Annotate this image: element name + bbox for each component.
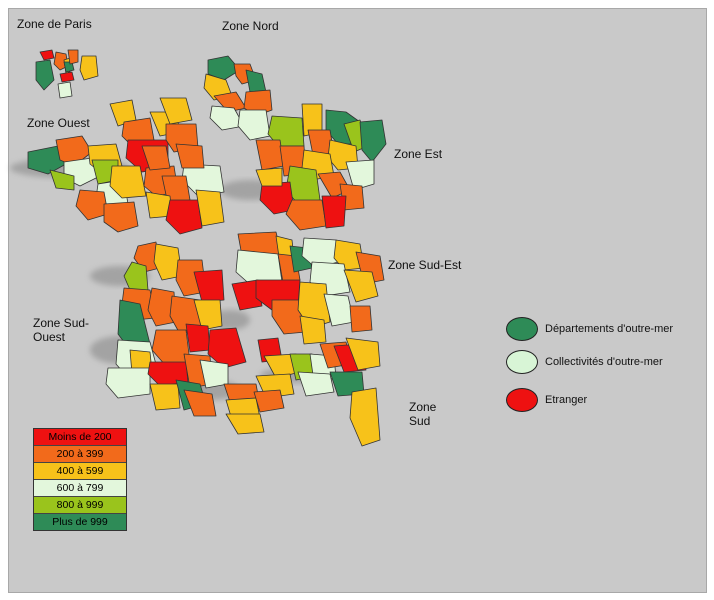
department-region bbox=[321, 195, 347, 229]
department-region bbox=[149, 383, 181, 411]
scale-row-5: Plus de 999 bbox=[34, 514, 126, 530]
department-region bbox=[237, 109, 271, 141]
legend-label-com: Collectivités d'outre-mer bbox=[545, 356, 663, 368]
department-region bbox=[209, 105, 245, 131]
department-region bbox=[245, 69, 267, 93]
department-region bbox=[109, 165, 147, 199]
scale-row-3: 600 à 799 bbox=[34, 480, 126, 497]
department-region bbox=[49, 169, 75, 191]
department-region bbox=[151, 329, 191, 367]
department-region bbox=[79, 55, 99, 81]
legend-label-etranger: Etranger bbox=[545, 394, 588, 406]
legend-swatch-etranger bbox=[506, 388, 538, 412]
legend-label-dom: Départements d'outre-mer bbox=[545, 323, 674, 335]
scale-row-0: Moins de 200 bbox=[34, 429, 126, 446]
department-region bbox=[345, 337, 381, 371]
department-region bbox=[67, 49, 79, 65]
department-region bbox=[231, 279, 263, 311]
department-region bbox=[27, 145, 67, 175]
department-region bbox=[195, 189, 225, 227]
scale-row-1: 200 à 399 bbox=[34, 446, 126, 463]
legend-swatch-dom bbox=[506, 317, 538, 341]
department-region bbox=[75, 189, 109, 221]
department-region bbox=[297, 371, 335, 397]
department-region bbox=[359, 119, 387, 163]
department-region bbox=[193, 299, 223, 331]
color-scale-legend: Moins de 200 200 à 399 400 à 599 600 à 7… bbox=[33, 428, 127, 531]
department-region bbox=[333, 239, 365, 271]
department-region bbox=[271, 299, 307, 335]
department-region bbox=[59, 71, 75, 83]
department-region bbox=[39, 49, 55, 61]
zone-label-sud: Zone Sud bbox=[409, 400, 437, 428]
department-region bbox=[153, 243, 183, 281]
zone-label-sud-est: Zone Sud-Est bbox=[388, 258, 462, 272]
department-region bbox=[105, 367, 151, 399]
department-region bbox=[183, 389, 217, 417]
department-region bbox=[285, 199, 327, 231]
zone-label-nord: Zone Nord bbox=[222, 19, 279, 33]
department-region bbox=[159, 97, 193, 125]
department-region bbox=[123, 261, 149, 291]
zone-label-est: Zone Est bbox=[394, 147, 443, 161]
department-region bbox=[207, 55, 241, 81]
department-region bbox=[193, 269, 225, 303]
zone-label-sud-ouest: Zone Sud- Ouest bbox=[33, 316, 90, 344]
department-region bbox=[175, 143, 205, 169]
department-region bbox=[207, 327, 247, 369]
department-region bbox=[349, 387, 381, 447]
department-region bbox=[299, 315, 327, 345]
department-region bbox=[35, 59, 55, 91]
scale-row-4: 800 à 999 bbox=[34, 497, 126, 514]
department-region bbox=[345, 159, 375, 191]
department-region bbox=[349, 305, 373, 333]
department-region bbox=[185, 323, 211, 353]
department-region bbox=[253, 389, 285, 413]
zone-label-paris: Zone de Paris bbox=[17, 17, 92, 31]
legend-swatch-com bbox=[506, 350, 538, 374]
department-region bbox=[343, 269, 379, 303]
department-region bbox=[103, 201, 139, 233]
department-region bbox=[255, 139, 285, 171]
scale-row-2: 400 à 599 bbox=[34, 463, 126, 480]
zone-label-ouest: Zone Ouest bbox=[27, 116, 90, 130]
department-region bbox=[259, 181, 295, 215]
department-region bbox=[57, 81, 73, 99]
department-region bbox=[225, 413, 265, 435]
department-region bbox=[141, 145, 171, 171]
department-region bbox=[165, 199, 203, 235]
department-region bbox=[147, 287, 177, 327]
department-region bbox=[255, 167, 283, 187]
